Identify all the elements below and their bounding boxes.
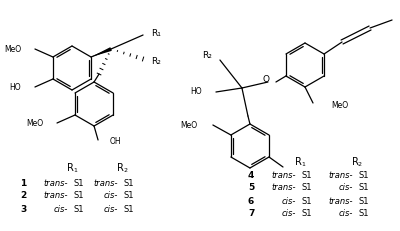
Text: S1: S1 <box>358 170 369 179</box>
Text: HO: HO <box>190 88 202 97</box>
Text: S1: S1 <box>302 210 312 219</box>
Text: S1: S1 <box>302 197 312 206</box>
Text: 1: 1 <box>20 179 26 188</box>
Text: cis-: cis- <box>104 191 118 201</box>
Text: S1: S1 <box>74 191 84 201</box>
Text: trans-: trans- <box>272 183 296 192</box>
Text: cis-: cis- <box>339 183 353 192</box>
Text: S1: S1 <box>124 204 134 213</box>
Text: cis-: cis- <box>339 210 353 219</box>
Text: cis-: cis- <box>54 204 68 213</box>
Text: R: R <box>116 163 124 173</box>
Text: 5: 5 <box>248 183 254 192</box>
Text: MeO: MeO <box>180 121 197 130</box>
Text: MeO: MeO <box>26 119 43 128</box>
Text: cis-: cis- <box>282 197 296 206</box>
Text: R₂: R₂ <box>202 52 212 61</box>
Text: trans-: trans- <box>94 179 118 188</box>
Text: trans-: trans- <box>328 197 353 206</box>
Text: R: R <box>66 163 74 173</box>
Text: OH: OH <box>110 137 122 146</box>
Text: R: R <box>294 157 302 167</box>
Text: S1: S1 <box>74 204 84 213</box>
Text: S1: S1 <box>124 179 134 188</box>
Text: trans-: trans- <box>328 170 353 179</box>
Text: 7: 7 <box>248 210 254 219</box>
Text: S1: S1 <box>74 179 84 188</box>
Text: R: R <box>352 157 358 167</box>
Text: MeO: MeO <box>4 45 21 54</box>
Text: S1: S1 <box>358 183 369 192</box>
Text: S1: S1 <box>302 183 312 192</box>
Text: HO: HO <box>9 82 21 91</box>
Text: O: O <box>263 76 270 85</box>
Text: S1: S1 <box>358 210 369 219</box>
Text: 4: 4 <box>248 170 254 179</box>
Polygon shape <box>91 47 112 57</box>
Text: R₂: R₂ <box>151 57 161 66</box>
Text: 1: 1 <box>301 162 305 167</box>
Text: 2: 2 <box>358 162 362 167</box>
Text: 1: 1 <box>73 168 77 173</box>
Text: trans-: trans- <box>272 170 296 179</box>
Text: S1: S1 <box>358 197 369 206</box>
Text: cis-: cis- <box>104 204 118 213</box>
Text: MeO: MeO <box>331 100 348 109</box>
Text: 2: 2 <box>20 191 26 201</box>
Text: 6: 6 <box>248 197 254 206</box>
Text: R₁: R₁ <box>151 28 161 37</box>
Text: trans-: trans- <box>44 191 68 201</box>
Text: 2: 2 <box>123 168 127 173</box>
Text: 3: 3 <box>20 204 26 213</box>
Text: cis-: cis- <box>282 210 296 219</box>
Text: S1: S1 <box>124 191 134 201</box>
Text: trans-: trans- <box>44 179 68 188</box>
Text: S1: S1 <box>302 170 312 179</box>
